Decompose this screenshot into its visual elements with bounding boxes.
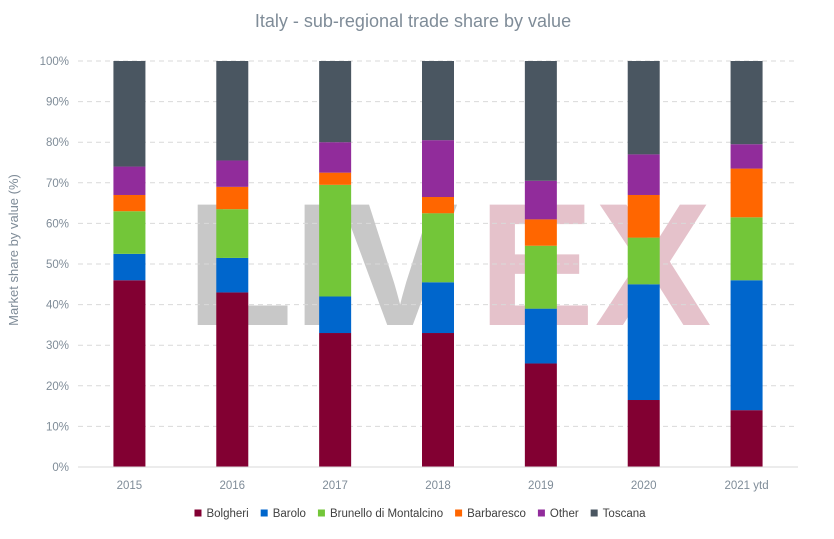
x-tick-label: 2018 <box>425 480 451 492</box>
bar-segment-toscana <box>422 61 454 141</box>
legend-swatch <box>317 509 325 517</box>
y-tick-label: 60% <box>46 218 69 230</box>
y-tick-label: 20% <box>46 381 69 393</box>
legend-swatch <box>455 509 463 517</box>
bar-segment-barbaresco <box>627 194 660 238</box>
x-tick-label: 2021 ytd <box>725 480 769 492</box>
y-axis-label: Market share by value (%) <box>6 174 21 326</box>
bar-segment-other <box>524 180 557 220</box>
y-tick-label: 0% <box>52 462 69 474</box>
y-tick-label: 100% <box>40 56 69 68</box>
bar-segment-barolo <box>319 296 352 334</box>
bar-segment-barolo <box>730 280 763 411</box>
bar-segment-brunello-di-montalcino <box>730 217 763 281</box>
bar-segment-brunello-di-montalcino <box>627 237 660 285</box>
bar-segment-toscana <box>730 61 763 145</box>
bar-segment-bolgheri <box>216 292 249 467</box>
y-tick-label: 50% <box>46 259 69 271</box>
bars <box>113 61 763 467</box>
legend-label: Barbaresco <box>467 508 526 520</box>
y-tick-label: 30% <box>46 340 69 352</box>
legend-label: Toscana <box>603 508 646 520</box>
legend: Bolgheri Barolo Brunello di Montalcino Barb… <box>194 508 646 520</box>
bar-segment-toscana <box>113 61 146 167</box>
x-tick-label: 2015 <box>117 480 143 492</box>
watermark-text-part-2: EX <box>478 168 711 363</box>
legend-swatch <box>260 509 268 517</box>
bar-segment-barolo <box>627 284 660 401</box>
y-tick-label: 90% <box>46 97 69 109</box>
y-tick-label: 40% <box>46 300 69 312</box>
y-tick-label: 10% <box>46 421 69 433</box>
axes: 0% 10% 20% 30% 40% 50% 60% 70% 80% 90% 100% 2015 201… <box>40 56 798 492</box>
legend-swatch <box>194 509 202 517</box>
legend-label: Bolgheri <box>206 508 248 520</box>
bar-segment-brunello-di-montalcino <box>422 213 454 283</box>
bar-segment-barbaresco <box>319 172 352 185</box>
bar-segment-brunello-di-montalcino <box>216 209 249 258</box>
bar-segment-barolo <box>216 257 249 293</box>
bar-segment-other <box>730 144 763 169</box>
bar-segment-toscana <box>524 61 557 181</box>
bar-segment-bolgheri <box>422 333 454 467</box>
legend-label: Brunello di Montalcino <box>330 508 443 520</box>
bar-segment-other <box>113 166 146 195</box>
bar-segment-barolo <box>524 308 557 364</box>
bar-segment-barbaresco <box>216 186 249 210</box>
legend-label: Barolo <box>273 508 306 520</box>
legend-swatch <box>590 509 598 517</box>
bar-segment-bolgheri <box>113 280 146 467</box>
bar-segment-other <box>422 140 454 198</box>
bar-segment-barbaresco <box>422 197 454 214</box>
bar-segment-brunello-di-montalcino <box>113 211 146 254</box>
bar-segment-brunello-di-montalcino <box>524 245 557 309</box>
x-tick-label: 2019 <box>528 480 554 492</box>
bar-segment-bolgheri <box>730 410 763 467</box>
bar-segment-barbaresco <box>730 168 763 218</box>
x-tick-label: 2017 <box>322 480 348 492</box>
x-tick-label: 2016 <box>219 480 245 492</box>
chart-title: Italy - sub-regional trade share by valu… <box>255 11 571 31</box>
bar-segment-other <box>627 154 660 195</box>
bar-segment-toscana <box>216 61 249 161</box>
bar-segment-barolo <box>113 253 146 281</box>
bar-segment-barbaresco <box>113 194 146 212</box>
bar-segment-barolo <box>422 282 454 334</box>
x-tick-label: 2020 <box>631 480 657 492</box>
bar-segment-barbaresco <box>524 219 557 246</box>
bar-segment-toscana <box>627 61 660 155</box>
y-tick-label: 70% <box>46 178 69 190</box>
legend-label: Other <box>550 508 579 520</box>
bar-segment-bolgheri <box>627 400 660 467</box>
bar-segment-other <box>216 160 249 187</box>
bar-segment-toscana <box>319 61 352 143</box>
bar-segment-brunello-di-montalcino <box>319 184 352 297</box>
legend-swatch <box>537 509 545 517</box>
bar-segment-bolgheri <box>319 333 352 467</box>
bar-segment-other <box>319 142 352 173</box>
y-tick-label: 80% <box>46 137 69 149</box>
bar-segment-bolgheri <box>524 363 557 467</box>
